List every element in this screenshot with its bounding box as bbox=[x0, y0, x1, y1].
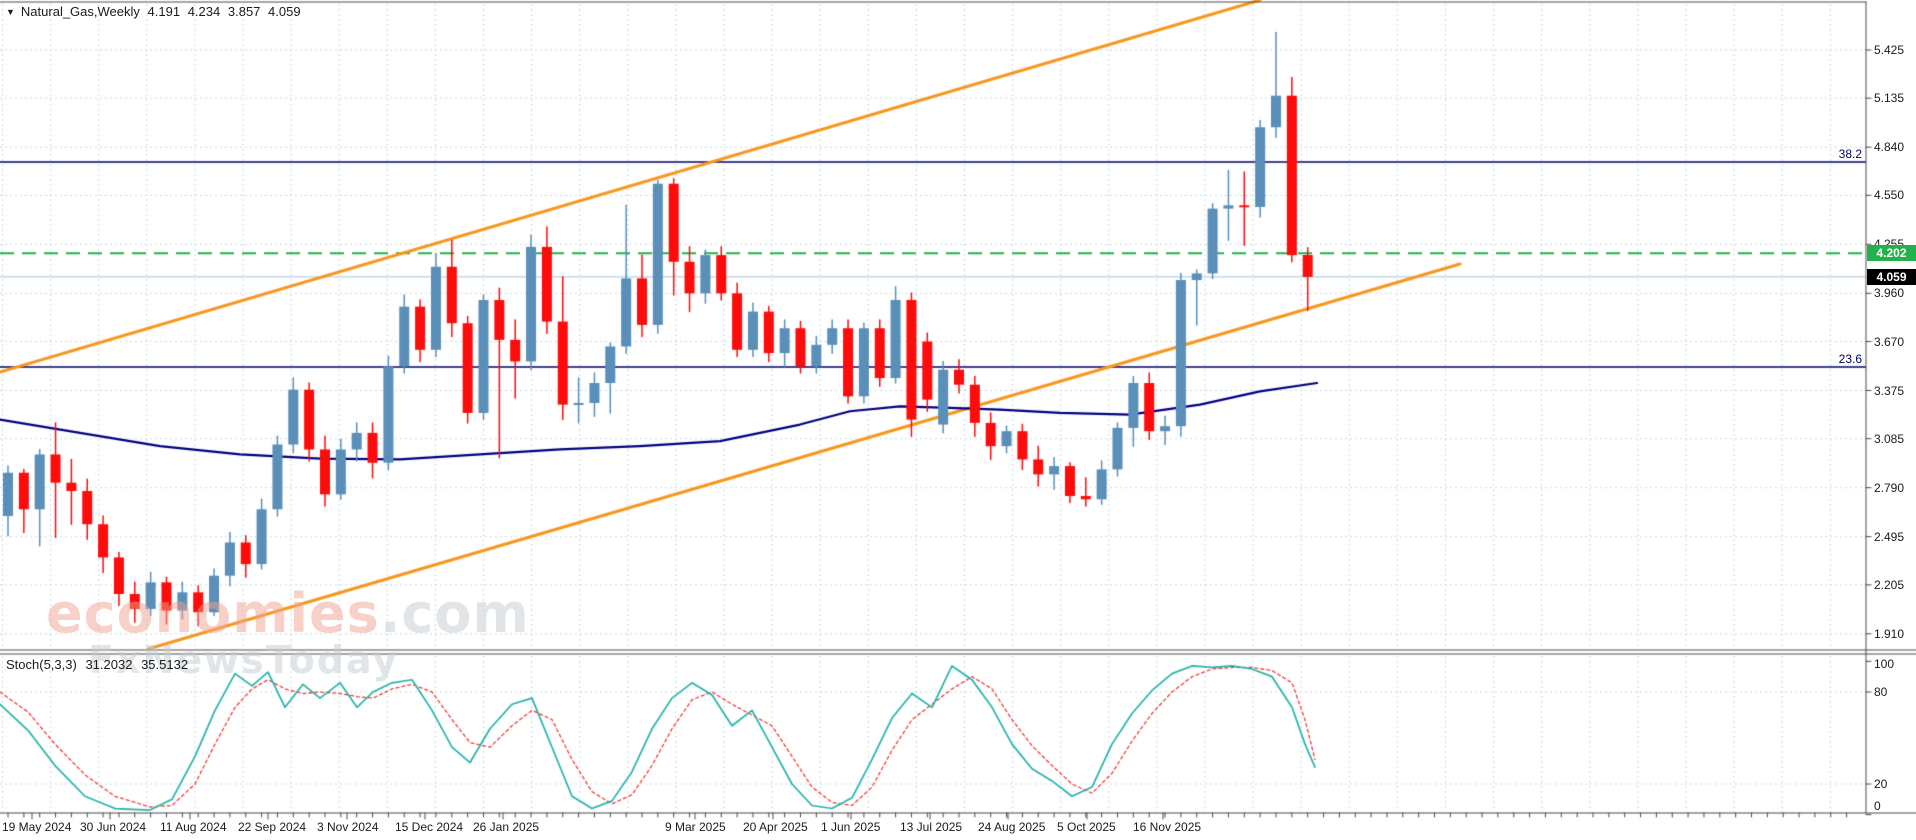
bid-price-badge: 4.059 bbox=[1867, 268, 1916, 285]
price-axis-label: 3.670 bbox=[1874, 334, 1905, 349]
price-axis-label: 2.495 bbox=[1874, 529, 1905, 544]
date-axis-label: 30 Jun 2024 bbox=[80, 820, 147, 834]
price-axis-label: 3.085 bbox=[1874, 431, 1905, 446]
price-axis-label: 3.960 bbox=[1874, 286, 1905, 301]
fib-level-38-label: 38.2 bbox=[1838, 146, 1862, 161]
date-axis-label: 20 Apr 2025 bbox=[743, 820, 808, 834]
price-axis-label: 4.840 bbox=[1874, 140, 1905, 155]
date-axis-label: 9 Mar 2025 bbox=[665, 820, 726, 834]
title-low-value: 3.857 bbox=[227, 4, 261, 19]
ask-price-badge: 4.202 bbox=[1867, 245, 1916, 262]
date-axis-label: 24 Aug 2025 bbox=[978, 820, 1046, 834]
price-axis-label: 4.550 bbox=[1874, 188, 1905, 203]
fib-level-23-label: 23.6 bbox=[1838, 351, 1862, 366]
price-axis-label: 5.135 bbox=[1874, 91, 1905, 106]
price-axis-label: 5.425 bbox=[1874, 43, 1905, 57]
date-axis-label: 13 Jul 2025 bbox=[900, 820, 963, 834]
stochastic-axis-label: 20 bbox=[1874, 777, 1888, 791]
stochastic-name-label: Stoch(5,3,3) bbox=[6, 657, 77, 672]
symbol-dropdown-icon[interactable]: ▼ bbox=[6, 7, 15, 17]
price-axis-label: 1.910 bbox=[1874, 626, 1905, 641]
date-axis-label: 11 Aug 2024 bbox=[160, 820, 227, 834]
price-axis-label: 3.375 bbox=[1874, 383, 1905, 398]
title-open-value: 4.191 bbox=[147, 4, 181, 19]
date-axis-label: 1 Jun 2025 bbox=[821, 820, 881, 834]
stochastic-label-bar: Stoch(5,3,3) 31.2032 35.5132 bbox=[6, 657, 193, 672]
chart-title-bar: ▼ Natural_Gas,Weekly 4.191 4.234 3.857 4.… bbox=[6, 4, 305, 19]
title-close-value: 4.059 bbox=[268, 4, 301, 19]
price-axis-label: 2.790 bbox=[1874, 480, 1905, 495]
stochastic-axis-label: 80 bbox=[1874, 685, 1888, 699]
date-axis-label: 26 Jan 2025 bbox=[473, 820, 540, 834]
stochastic-axis-label: 100 bbox=[1874, 657, 1895, 671]
stochastic-signal-value: 35.5132 bbox=[141, 657, 189, 672]
title-high-value: 4.234 bbox=[187, 4, 221, 19]
date-axis-label: 16 Nov 2025 bbox=[1133, 820, 1202, 834]
price-axis-label: 2.205 bbox=[1874, 577, 1905, 592]
stochastic-axis-label: 0 bbox=[1874, 799, 1881, 813]
date-axis-label: 5 Oct 2025 bbox=[1057, 820, 1116, 834]
symbol-period-label: Natural_Gas,Weekly bbox=[20, 4, 140, 19]
date-axis-label: 15 Dec 2024 bbox=[395, 820, 464, 834]
date-axis-label: 19 May 2024 bbox=[2, 820, 72, 834]
stochastic-main-value: 31.2032 bbox=[85, 657, 133, 672]
date-axis-label: 22 Sep 2024 bbox=[238, 820, 307, 834]
date-axis-label: 3 Nov 2024 bbox=[317, 820, 379, 834]
